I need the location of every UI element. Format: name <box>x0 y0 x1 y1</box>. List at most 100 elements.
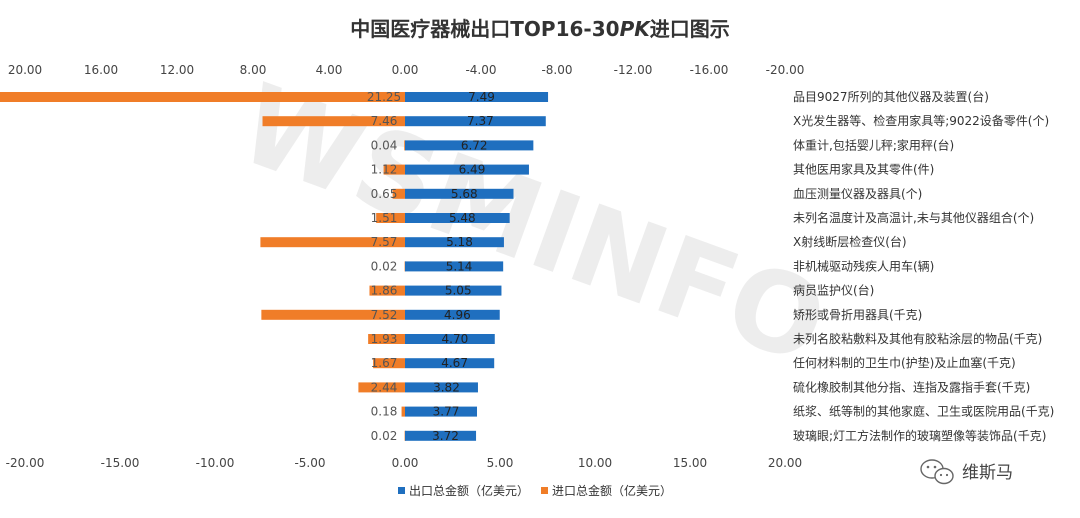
import-bar <box>392 188 405 199</box>
top-axis-tick: 20.00 <box>8 63 42 77</box>
export-bar <box>405 261 504 272</box>
export-value-label: 7.37 <box>467 114 494 128</box>
bottom-axis-tick: -20.00 <box>6 456 45 470</box>
wechat-icon-eye-right <box>933 465 937 469</box>
export-bar <box>405 382 478 393</box>
import-value-label: 0.02 <box>371 429 398 443</box>
category-label: 矫形或骨折用器具(千克) <box>793 307 922 322</box>
import-value-label: 1.51 <box>371 211 398 225</box>
top-axis-tick: -8.00 <box>541 63 572 77</box>
import-bar <box>358 382 405 393</box>
import-bar <box>383 164 405 175</box>
import-value-label: 1.93 <box>371 332 398 346</box>
legend-swatch <box>398 487 405 494</box>
export-bar <box>405 140 534 151</box>
bottom-axis-tick: 20.00 <box>768 456 802 470</box>
import-value-label: 0.04 <box>371 138 398 152</box>
import-value-label: 1.86 <box>371 284 398 298</box>
top-axis-tick: 0.00 <box>392 63 419 77</box>
export-bar <box>405 358 495 369</box>
legend-label: 出口总金额（亿美元） <box>409 483 529 498</box>
export-value-label: 4.96 <box>444 308 471 322</box>
import-bar <box>368 334 405 344</box>
import-bar <box>260 237 405 248</box>
chart-title-main: 中国医疗器械出口TOP16-30 <box>350 17 619 41</box>
chart-title-tail: 进口图示 <box>650 17 730 41</box>
export-value-label: 5.18 <box>446 235 473 249</box>
export-value-label: 5.48 <box>449 211 476 225</box>
export-value-label: 3.82 <box>433 380 460 394</box>
chart-title: 中国医疗器械出口TOP16-30PK进口图示 <box>350 17 729 41</box>
import-value-label: 7.52 <box>371 308 398 322</box>
legend-swatch <box>541 487 548 494</box>
bottom-axis: -20.00 -15.00 -10.00 -5.00 0.00 5.00 10.00 15.0… <box>6 456 803 470</box>
import-value-label: 0.02 <box>371 259 398 273</box>
export-bar <box>405 164 529 175</box>
legend: 出口总金额（亿美元） 进口总金额（亿美元） <box>398 483 672 498</box>
export-bar <box>405 285 502 296</box>
category-label: 非机械驱动残疾人用车(辆) <box>793 258 934 273</box>
wechat-icon-eye-left <box>926 465 930 469</box>
export-bar <box>405 213 510 223</box>
export-value-label: 4.70 <box>442 332 469 346</box>
category-label: 病员监护仪(台) <box>793 283 874 298</box>
export-bar <box>405 92 549 102</box>
wechat-icon-bubble-small <box>934 467 954 485</box>
top-axis-tick: 4.00 <box>316 63 343 77</box>
category-label: 纸浆、纸等制的其他家庭、卫生或医院用品(千克) <box>793 404 1054 419</box>
export-bar <box>405 116 546 127</box>
top-axis-tick: -12.00 <box>614 63 653 77</box>
bottom-axis-tick: 15.00 <box>673 456 707 470</box>
bottom-axis-tick: -5.00 <box>294 456 325 470</box>
top-axis-tick: -16.00 <box>690 63 729 77</box>
category-label: X射线断层检查仪(台) <box>793 234 907 249</box>
top-axis-tick: 16.00 <box>84 63 118 77</box>
category-label: 任何材料制的卫生巾(护垫)及止血塞(千克) <box>793 355 1016 370</box>
export-bar <box>405 309 500 320</box>
bottom-axis-tick: 0.00 <box>392 456 419 470</box>
category-label: 品目9027所列的其他仪器及装置(台) <box>793 89 989 104</box>
import-bar <box>373 358 405 369</box>
import-value-label: 21.25 <box>367 90 401 104</box>
import-bar <box>404 140 406 151</box>
bottom-axis-tick: -10.00 <box>196 456 235 470</box>
export-value-label: 5.68 <box>451 187 478 201</box>
import-value-label: 0.18 <box>371 405 398 419</box>
chart-title-pk: PK <box>620 17 652 41</box>
wechat-icon-eye-right-small <box>945 473 949 477</box>
import-value-label: 1.67 <box>371 356 398 370</box>
category-label: 血压测量仪器及器具(个) <box>793 187 922 201</box>
top-axis-tick: -4.00 <box>465 63 496 77</box>
import-bar <box>261 309 405 320</box>
export-bar <box>405 430 477 441</box>
import-bar <box>0 92 405 102</box>
legend-label: 进口总金额（亿美元） <box>552 483 672 498</box>
bottom-axis-tick: -15.00 <box>101 456 140 470</box>
export-value-label: 6.49 <box>459 163 486 177</box>
import-bar <box>376 213 405 223</box>
top-axis-tick: 8.00 <box>240 63 267 77</box>
watermark-text: WSMINFO <box>224 60 843 389</box>
category-label: 其他医用家具及其零件(件) <box>793 162 934 177</box>
labels-layer: 7.49 21.25 7.37 7.46 6.72 0.04 6.49 1.12 5.68 0.6… <box>367 90 495 443</box>
bottom-axis-tick: 5.00 <box>487 456 514 470</box>
export-bar <box>405 334 495 344</box>
export-value-label: 7.49 <box>468 90 495 104</box>
category-label: 未列名温度计及高温计,未与其他仪器组合(个) <box>793 210 1034 225</box>
bottom-axis-tick: 10.00 <box>578 456 612 470</box>
export-bar <box>405 188 514 199</box>
import-value-label: 2.44 <box>371 380 398 394</box>
export-bar <box>405 406 478 417</box>
export-bar <box>405 237 504 248</box>
export-value-label: 3.72 <box>432 429 459 443</box>
bars-layer <box>0 92 549 441</box>
category-label: 硫化橡胶制其他分指、连指及露指手套(千克) <box>793 379 1030 394</box>
wechat-icon-eye-left-small <box>939 473 943 477</box>
top-axis: 20.00 16.00 12.00 8.00 4.00 0.00 -4.00 -8.00 -12… <box>8 63 805 77</box>
export-value-label: 3.77 <box>433 405 460 419</box>
export-value-label: 5.05 <box>445 284 472 298</box>
top-axis-tick: -20.00 <box>766 63 805 77</box>
import-value-label: 0.65 <box>371 187 398 201</box>
category-labels: 品目9027所列的其他仪器及装置(台) X光发生器等、检查用家具等;9022设备零… <box>793 89 1054 443</box>
